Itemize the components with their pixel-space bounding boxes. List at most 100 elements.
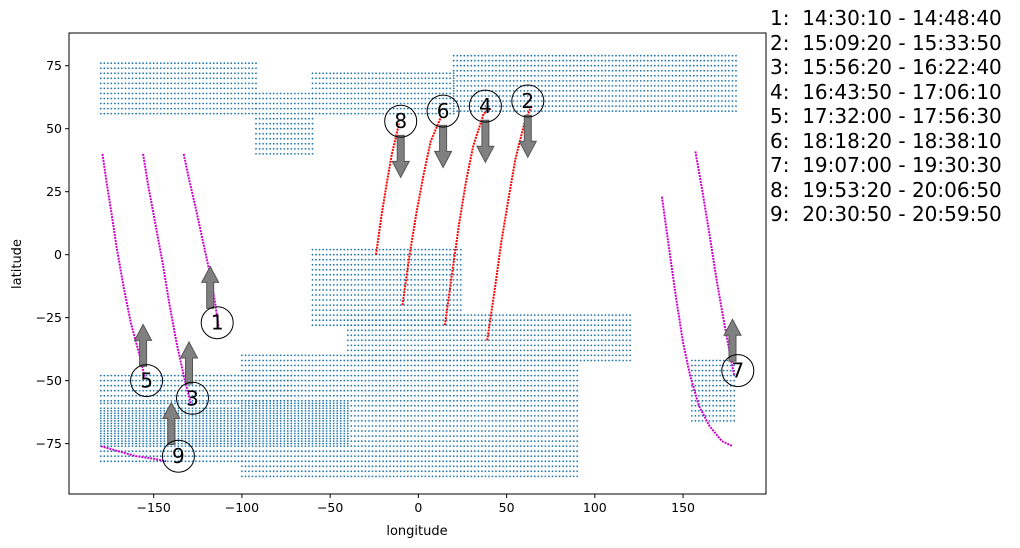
- land-dot: [315, 273, 317, 276]
- land-dot: [601, 334, 603, 337]
- land-dot: [523, 64, 526, 67]
- land-dot: [361, 253, 363, 256]
- land-dot: [477, 319, 480, 322]
- land-dot: [565, 339, 568, 342]
- land-dot: [445, 112, 448, 115]
- land-dot: [216, 394, 219, 397]
- land-dot: [484, 95, 487, 97]
- land-dot: [459, 279, 462, 281]
- land-dot: [611, 85, 614, 87]
- land-dot: [322, 294, 324, 296]
- land-dot: [646, 95, 649, 97]
- land-dot: [590, 105, 593, 107]
- land-dot: [230, 422, 233, 425]
- land-dot: [361, 299, 363, 301]
- land-dot: [209, 432, 212, 435]
- land-dot: [128, 384, 130, 387]
- land-dot: [435, 102, 437, 105]
- land-dot: [219, 407, 222, 410]
- land-dot: [502, 344, 504, 347]
- land-dot: [488, 85, 490, 87]
- land-dot: [343, 253, 346, 256]
- land-dot: [191, 435, 194, 437]
- land-dot: [262, 402, 264, 405]
- land-dot: [174, 455, 176, 458]
- land-dot: [417, 107, 420, 110]
- land-dot: [470, 329, 473, 332]
- land-dot: [421, 258, 423, 261]
- land-dot: [244, 67, 247, 70]
- land-dot: [625, 344, 628, 347]
- land-dot: [657, 59, 660, 62]
- land-dot: [325, 102, 328, 105]
- land-dot: [445, 279, 448, 281]
- land-dot: [544, 90, 547, 92]
- land-dot: [593, 324, 596, 327]
- land-dot: [114, 87, 116, 90]
- land-dot: [625, 359, 628, 362]
- land-dot: [205, 437, 208, 440]
- land-dot: [272, 442, 275, 445]
- land-dot: [339, 407, 342, 410]
- land-dot: [661, 105, 663, 107]
- land-dot: [428, 319, 430, 322]
- land-dot: [308, 417, 310, 420]
- land-dot: [629, 314, 631, 316]
- land-dot: [505, 334, 508, 337]
- land-dot: [195, 87, 197, 90]
- land-dot: [664, 85, 667, 87]
- land-dot: [445, 87, 448, 90]
- land-dot: [99, 82, 102, 85]
- land-dot: [354, 279, 356, 281]
- land-dot: [463, 74, 466, 77]
- land-dot: [509, 69, 511, 72]
- land-dot: [375, 97, 377, 100]
- land-dot: [371, 304, 374, 306]
- land-dot: [639, 80, 642, 82]
- land-dot: [234, 112, 236, 115]
- land-dot: [608, 95, 610, 97]
- land-dot: [142, 87, 145, 90]
- land-dot: [505, 100, 508, 102]
- land-dot: [484, 69, 487, 72]
- land-dot: [212, 384, 215, 387]
- land-dot: [456, 95, 459, 97]
- land-dot: [502, 90, 504, 92]
- land-dot: [572, 349, 575, 352]
- land-dot: [526, 349, 529, 352]
- land-dot: [438, 349, 441, 352]
- land-dot: [234, 62, 236, 65]
- land-dot: [219, 417, 222, 420]
- land-dot: [636, 54, 639, 57]
- land-dot: [329, 289, 332, 291]
- land-dot: [364, 268, 367, 271]
- land-dot: [329, 258, 332, 261]
- land-dot: [357, 112, 360, 115]
- land-dot: [406, 309, 409, 311]
- land-dot: [382, 273, 384, 276]
- land-dot: [276, 427, 279, 430]
- land-dot: [484, 74, 487, 77]
- land-dot: [262, 442, 264, 445]
- land-dot: [325, 432, 328, 435]
- land-dot: [124, 402, 127, 405]
- land-dot: [618, 95, 621, 97]
- land-dot: [308, 92, 310, 95]
- land-dot: [452, 349, 455, 352]
- land-dot: [336, 112, 339, 115]
- land-dot: [629, 329, 631, 332]
- land-dot: [678, 80, 681, 82]
- land-dot: [364, 329, 367, 332]
- land-dot: [188, 87, 190, 90]
- land-dot: [509, 349, 511, 352]
- land-dot: [650, 95, 653, 97]
- land-dot: [438, 263, 441, 266]
- land-dot: [650, 59, 653, 62]
- land-dot: [689, 100, 691, 102]
- land-dot: [396, 294, 399, 296]
- land-dot: [205, 425, 208, 427]
- land-dot: [294, 127, 296, 130]
- land-dot: [311, 273, 314, 276]
- land-dot: [445, 344, 448, 347]
- land-dot: [276, 402, 279, 405]
